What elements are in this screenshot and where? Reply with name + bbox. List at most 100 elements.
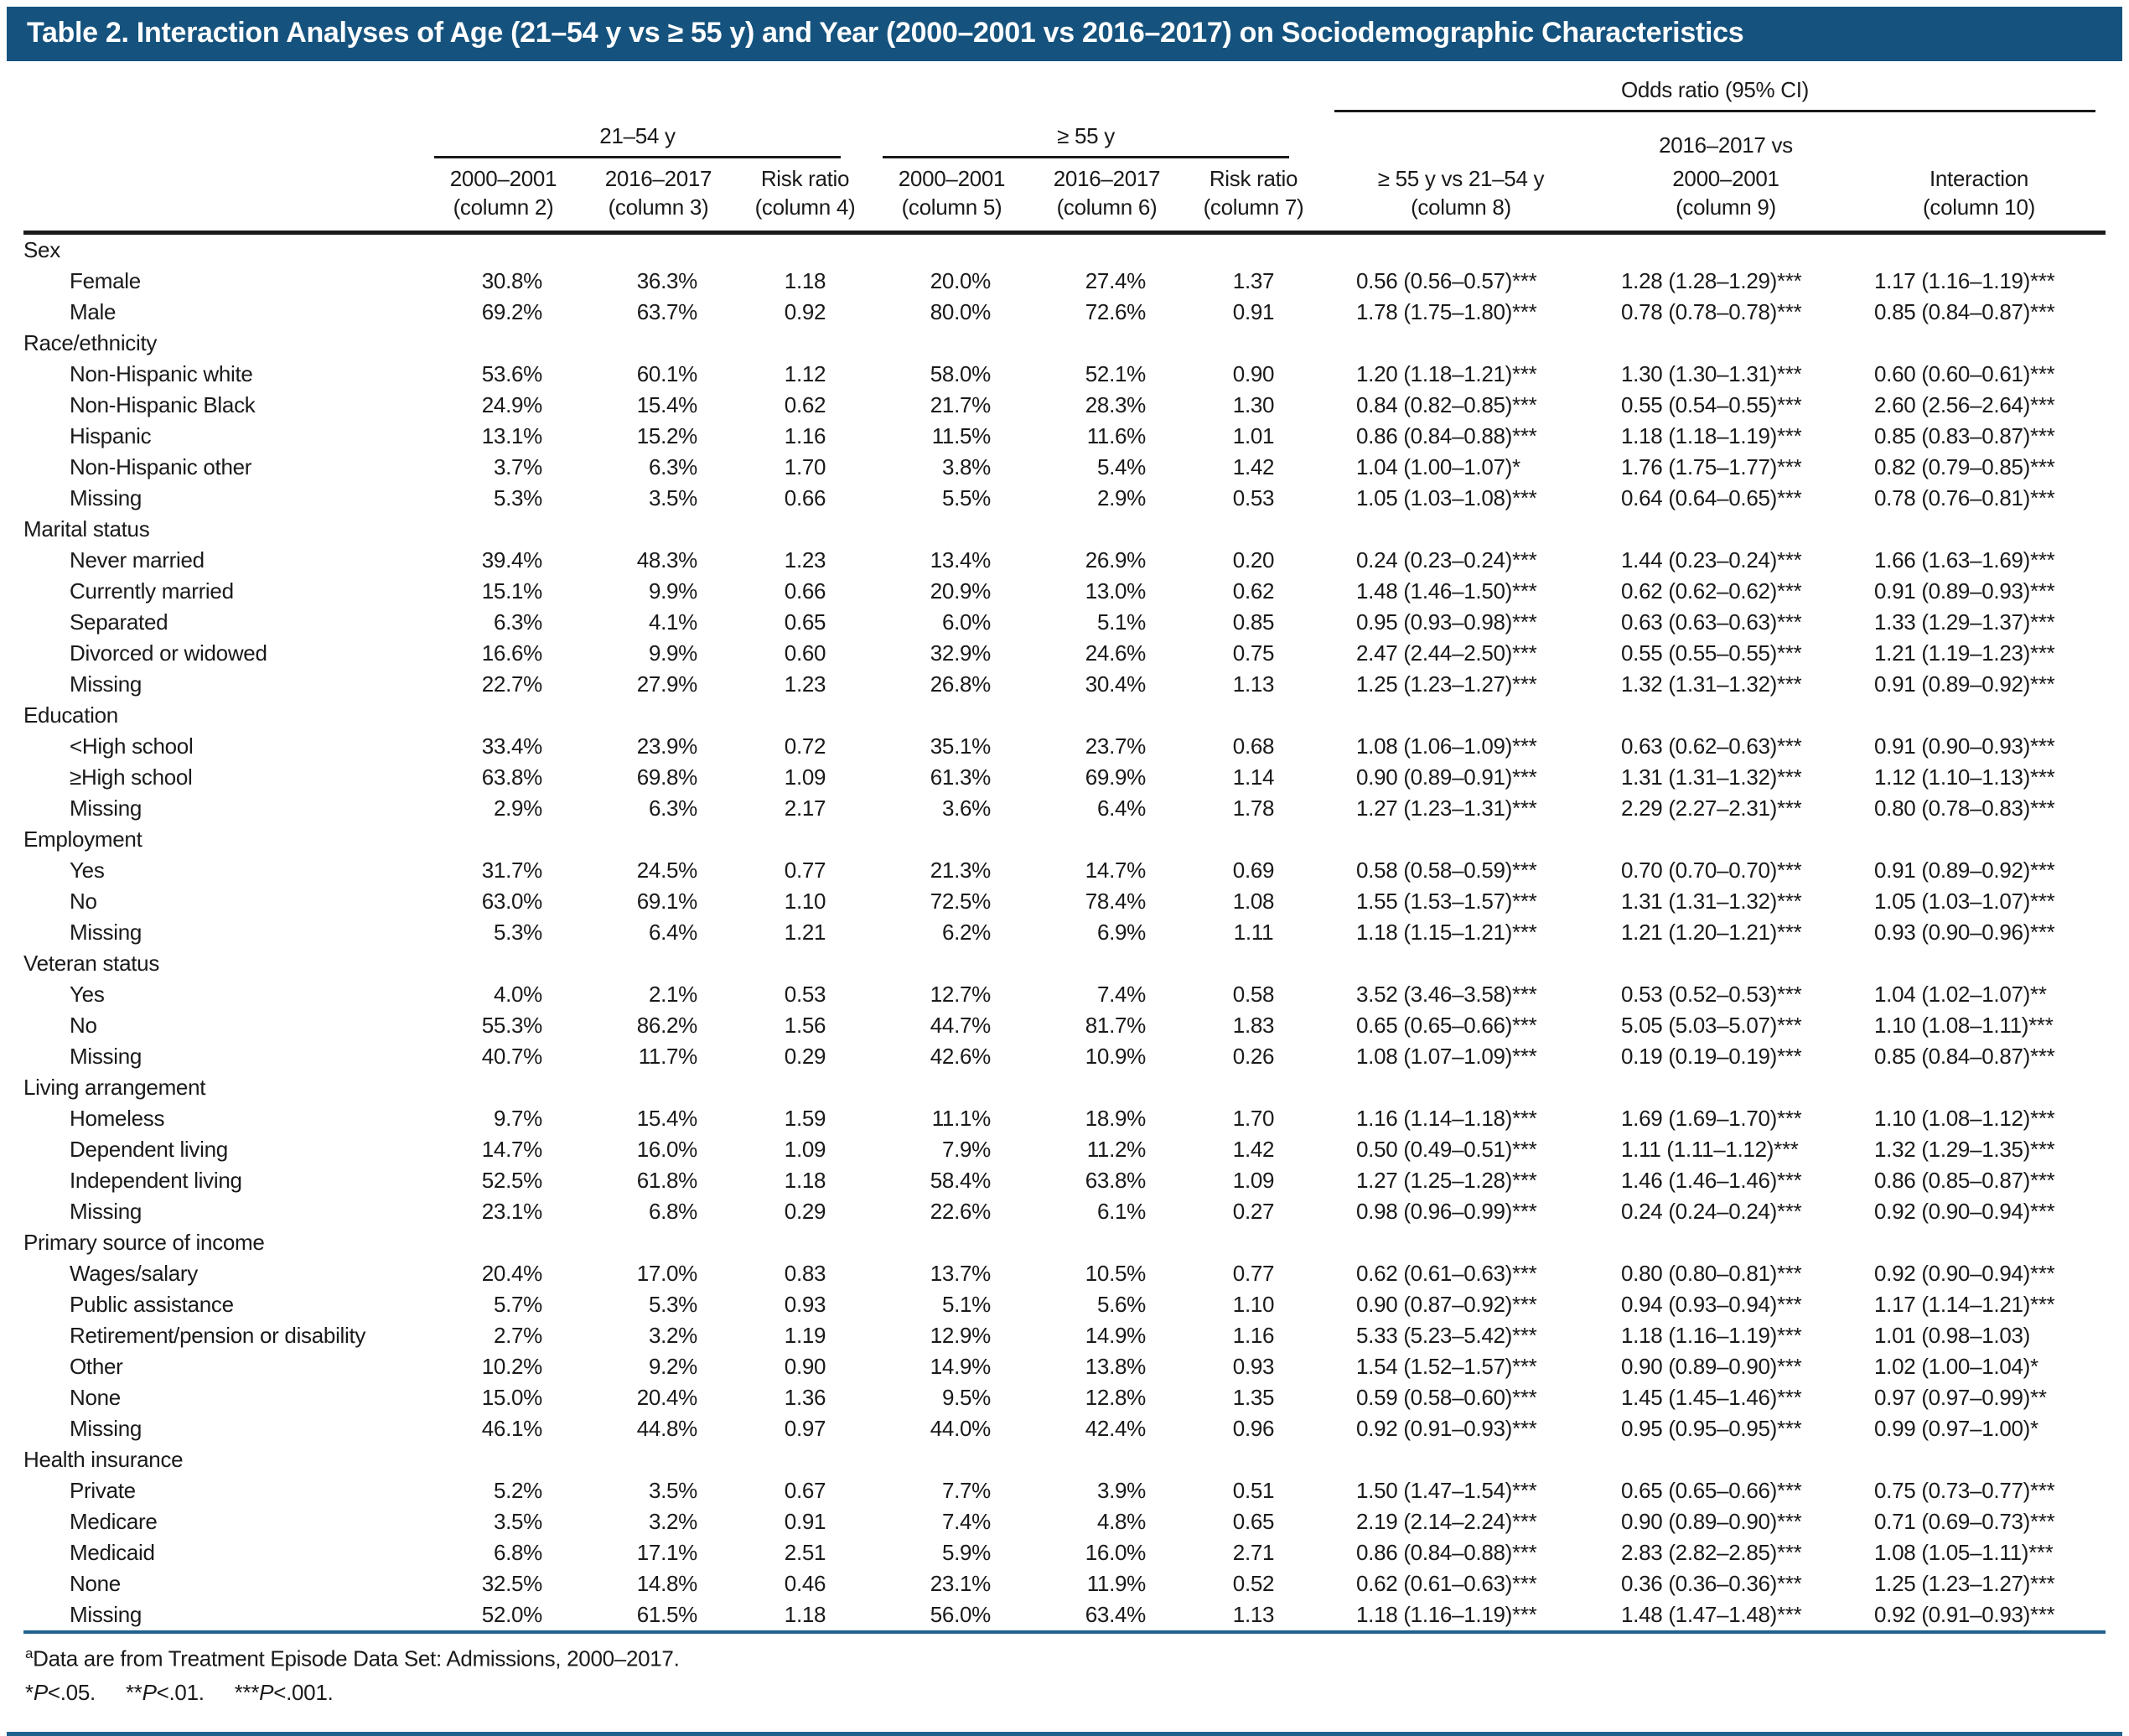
- cell-column-7: 0.85: [1232, 609, 1275, 635]
- cell-column-4: 0.83: [784, 1261, 826, 1287]
- table-container: Odds ratio (95% CI) 21–54 y ≥ 55 y 2016–…: [23, 71, 2106, 1634]
- cell-column-2: 55.3%: [481, 1013, 543, 1039]
- row-label: Missing: [70, 671, 142, 697]
- cell-column-8: 0.59 (0.58–0.60)***: [1356, 1385, 1537, 1411]
- cell-column-3: 5.3%: [648, 1292, 697, 1318]
- row-label: Non-Hispanic Black: [70, 392, 256, 418]
- cell-column-7: 0.91: [1232, 299, 1275, 325]
- table-row: Independent living 52.5% 61.8% 1.18 58.4% 63.…: [23, 1165, 2106, 1196]
- cell-column-6: 14.7%: [1085, 858, 1147, 884]
- col5-header: 2000–2001: [898, 165, 1006, 191]
- cell-column-4: 0.66: [784, 578, 826, 604]
- header-spacer: [23, 191, 426, 235]
- cell-column-10: 0.93 (0.90–0.96)***: [1874, 920, 2055, 946]
- cell-column-5: 22.6%: [930, 1199, 992, 1225]
- cell-column-5: 23.1%: [930, 1571, 992, 1597]
- cell-column-2: 3.7%: [493, 454, 542, 480]
- table-title: Table 2. Interaction Analyses of Age (21…: [27, 17, 1744, 49]
- cell-column-4: 1.19: [784, 1323, 826, 1349]
- cell-column-6: 10.5%: [1085, 1261, 1147, 1287]
- cell-column-9: 0.65 (0.65–0.66)***: [1621, 1478, 1802, 1504]
- cell-column-3: 16.0%: [636, 1137, 698, 1163]
- cell-column-8: 0.65 (0.65–0.66)***: [1356, 1013, 1537, 1039]
- table-row: Missing 2.9% 6.3% 2.17 3.6% 6.4% 1.78 1.27 (1.2…: [23, 793, 2106, 824]
- cell-column-7: 1.13: [1232, 671, 1275, 697]
- cell-column-7: 0.62: [1232, 578, 1275, 604]
- cell-column-6: 81.7%: [1085, 1013, 1147, 1039]
- header-row-odds-group: Odds ratio (95% CI): [23, 71, 2106, 112]
- cell-column-5: 6.2%: [941, 920, 991, 946]
- cell-column-3: 6.3%: [648, 454, 697, 480]
- cell-column-9: 1.45 (1.45–1.46)***: [1621, 1385, 1802, 1411]
- cell-column-5: 9.5%: [941, 1385, 991, 1411]
- table-row: Non-Hispanic white 53.6% 60.1% 1.12 58.0% 52.…: [23, 359, 2106, 390]
- row-label: Missing: [70, 1199, 142, 1225]
- cell-column-7: 1.42: [1232, 1137, 1275, 1163]
- row-label: Non-Hispanic other: [70, 454, 252, 480]
- cell-column-4: 0.46: [784, 1571, 826, 1597]
- table-row: Public assistance 5.7% 5.3% 0.93 5.1% 5.6% 1.1…: [23, 1289, 2106, 1320]
- cell-column-6: 5.6%: [1096, 1292, 1146, 1318]
- cell-column-7: 0.65: [1232, 1509, 1275, 1535]
- cell-column-2: 3.5%: [493, 1509, 542, 1535]
- age-group-21-54-label: 21–54 y: [434, 123, 841, 158]
- cell-column-7: 1.42: [1232, 454, 1275, 480]
- category-label: Marital status: [23, 516, 150, 542]
- cell-column-10: 2.60 (2.56–2.64)***: [1874, 392, 2055, 418]
- cell-column-7: 0.53: [1232, 485, 1275, 511]
- cell-column-8: 1.08 (1.06–1.09)***: [1356, 733, 1537, 759]
- cell-column-7: 0.96: [1232, 1416, 1275, 1442]
- cell-column-8: 1.25 (1.23–1.27)***: [1356, 671, 1537, 697]
- cell-column-4: 1.12: [784, 361, 826, 387]
- cell-column-10: 0.71 (0.69–0.73)***: [1874, 1509, 2055, 1535]
- cell-column-5: 80.0%: [930, 299, 992, 325]
- cell-column-10: 0.82 (0.79–0.85)***: [1874, 454, 2055, 480]
- cell-column-8: 0.90 (0.87–0.92)***: [1356, 1292, 1537, 1318]
- cell-column-5: 26.8%: [930, 671, 992, 697]
- table-row: None 15.0% 20.4% 1.36 9.5% 12.8% 1.35 0.59 (0.5…: [23, 1382, 2106, 1413]
- cell-column-10: 1.21 (1.19–1.23)***: [1874, 640, 2055, 666]
- source-footnote-text: Data are from Treatment Episode Data Set…: [33, 1645, 680, 1671]
- table-title-bar: Table 2. Interaction Analyses of Age (21…: [7, 7, 2122, 61]
- cell-column-9: 0.63 (0.62–0.63)***: [1621, 733, 1802, 759]
- cell-column-4: 1.21: [784, 920, 826, 946]
- table-row: Medicaid 6.8% 17.1% 2.51 5.9% 16.0% 2.71 0.86 (…: [23, 1537, 2106, 1568]
- row-label: Missing: [70, 1416, 142, 1442]
- cell-column-5: 21.7%: [930, 392, 992, 418]
- cell-column-4: 1.70: [784, 454, 826, 480]
- cell-column-10: 0.75 (0.73–0.77)***: [1874, 1478, 2055, 1504]
- cell-column-9: 0.24 (0.24–0.24)***: [1621, 1199, 1802, 1225]
- cell-column-4: 0.97: [784, 1416, 826, 1442]
- cell-column-10: 0.60 (0.60–0.61)***: [1874, 361, 2055, 387]
- table-row: Separated 6.3% 4.1% 0.65 6.0% 5.1% 0.85 0.95 (0…: [23, 607, 2106, 638]
- col9-header-line2: 2000–2001: [1672, 165, 1779, 191]
- cell-column-2: 20.4%: [481, 1261, 543, 1287]
- col4-number: (column 4): [736, 191, 874, 235]
- cell-column-4: 0.93: [784, 1292, 826, 1318]
- table-row: Missing 5.3% 6.4% 1.21 6.2% 6.9% 1.11 1.18 (1.1…: [23, 917, 2106, 948]
- cell-column-6: 11.6%: [1086, 423, 1147, 449]
- cell-column-10: 0.92 (0.90–0.94)***: [1874, 1261, 2055, 1287]
- cell-column-6: 2.9%: [1096, 485, 1146, 511]
- cell-column-9: 1.21 (1.20–1.21)***: [1621, 920, 1802, 946]
- row-label: Retirement/pension or disability: [70, 1323, 366, 1349]
- cell-column-4: 0.90: [784, 1354, 826, 1380]
- cell-column-8: 0.56 (0.56–0.57)***: [1356, 268, 1537, 294]
- cell-column-10: 1.01 (0.98–1.03): [1874, 1323, 2031, 1349]
- pvalue-item: ***P<.001.: [234, 1680, 334, 1706]
- cell-column-9: 0.90 (0.89–0.90)***: [1621, 1509, 1802, 1535]
- col5-number: (column 5): [874, 191, 1029, 235]
- cell-column-9: 0.19 (0.19–0.19)***: [1621, 1044, 1802, 1070]
- category-row: Primary source of income: [23, 1227, 2106, 1258]
- cell-column-3: 69.8%: [636, 764, 698, 790]
- col10-header: Interaction: [1929, 165, 2029, 191]
- category-label: Employment: [23, 827, 142, 852]
- cell-column-3: 69.1%: [636, 889, 698, 915]
- cell-column-2: 2.7%: [493, 1323, 542, 1349]
- col6-number: (column 6): [1029, 191, 1184, 235]
- table-row: Missing 23.1% 6.8% 0.29 22.6% 6.1% 0.27 0.98 (0…: [23, 1196, 2106, 1227]
- row-label: Missing: [70, 795, 142, 821]
- cell-column-7: 0.27: [1232, 1199, 1275, 1225]
- cell-column-8: 1.50 (1.47–1.54)***: [1356, 1478, 1537, 1504]
- cell-column-2: 52.5%: [481, 1168, 543, 1194]
